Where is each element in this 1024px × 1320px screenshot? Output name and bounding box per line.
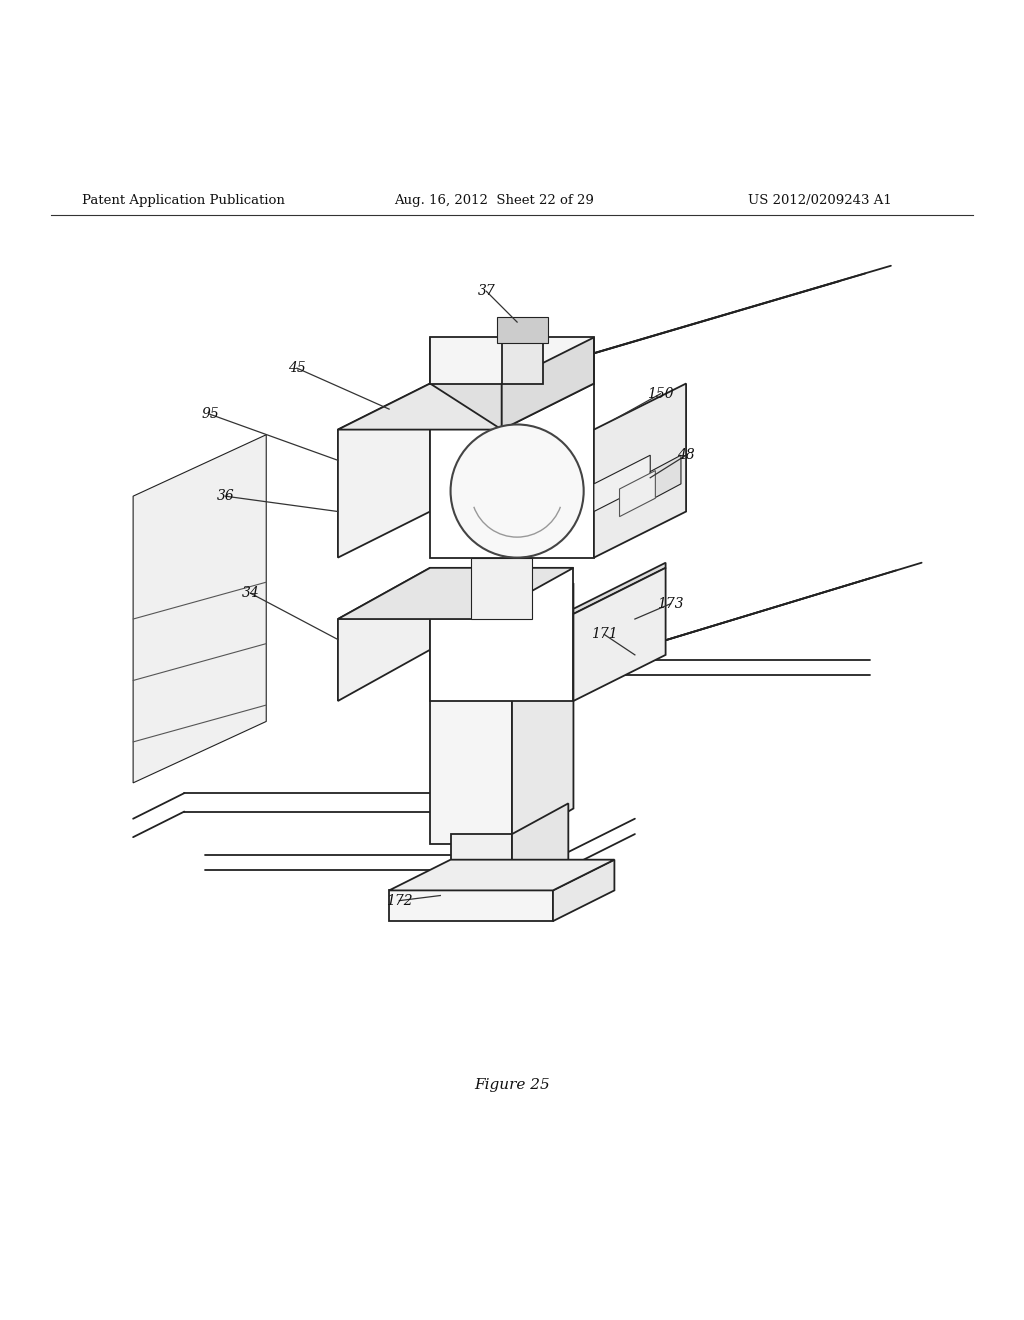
Polygon shape — [553, 859, 614, 921]
Polygon shape — [512, 583, 573, 845]
Text: 36: 36 — [216, 490, 234, 503]
Polygon shape — [650, 455, 681, 500]
Text: 171: 171 — [591, 627, 617, 642]
Polygon shape — [512, 804, 568, 895]
Polygon shape — [430, 619, 512, 845]
Polygon shape — [573, 562, 666, 614]
Polygon shape — [430, 338, 502, 429]
Circle shape — [451, 425, 584, 557]
Polygon shape — [594, 384, 686, 557]
Text: 45: 45 — [288, 362, 306, 375]
Polygon shape — [133, 434, 266, 783]
Text: 48: 48 — [677, 449, 695, 462]
Polygon shape — [430, 384, 594, 557]
Polygon shape — [389, 859, 614, 891]
Text: 34: 34 — [242, 586, 260, 601]
Polygon shape — [502, 338, 594, 429]
Text: 173: 173 — [657, 597, 684, 611]
Text: 172: 172 — [386, 894, 413, 908]
Text: Figure 25: Figure 25 — [474, 1078, 550, 1092]
Text: US 2012/0209243 A1: US 2012/0209243 A1 — [748, 194, 891, 207]
Polygon shape — [573, 568, 666, 701]
Polygon shape — [430, 338, 594, 384]
Polygon shape — [471, 557, 532, 619]
Text: Patent Application Publication: Patent Application Publication — [82, 194, 285, 207]
Polygon shape — [338, 384, 594, 429]
Polygon shape — [430, 568, 573, 701]
Polygon shape — [338, 568, 573, 619]
Polygon shape — [338, 384, 430, 557]
Polygon shape — [338, 568, 430, 701]
Polygon shape — [451, 834, 512, 895]
Text: 150: 150 — [647, 387, 674, 401]
Text: 95: 95 — [201, 408, 219, 421]
Polygon shape — [502, 338, 543, 384]
Polygon shape — [594, 455, 650, 512]
Text: 37: 37 — [477, 284, 496, 298]
Polygon shape — [620, 470, 655, 516]
Polygon shape — [389, 891, 553, 921]
Text: Aug. 16, 2012  Sheet 22 of 29: Aug. 16, 2012 Sheet 22 of 29 — [394, 194, 594, 207]
Polygon shape — [497, 317, 548, 343]
